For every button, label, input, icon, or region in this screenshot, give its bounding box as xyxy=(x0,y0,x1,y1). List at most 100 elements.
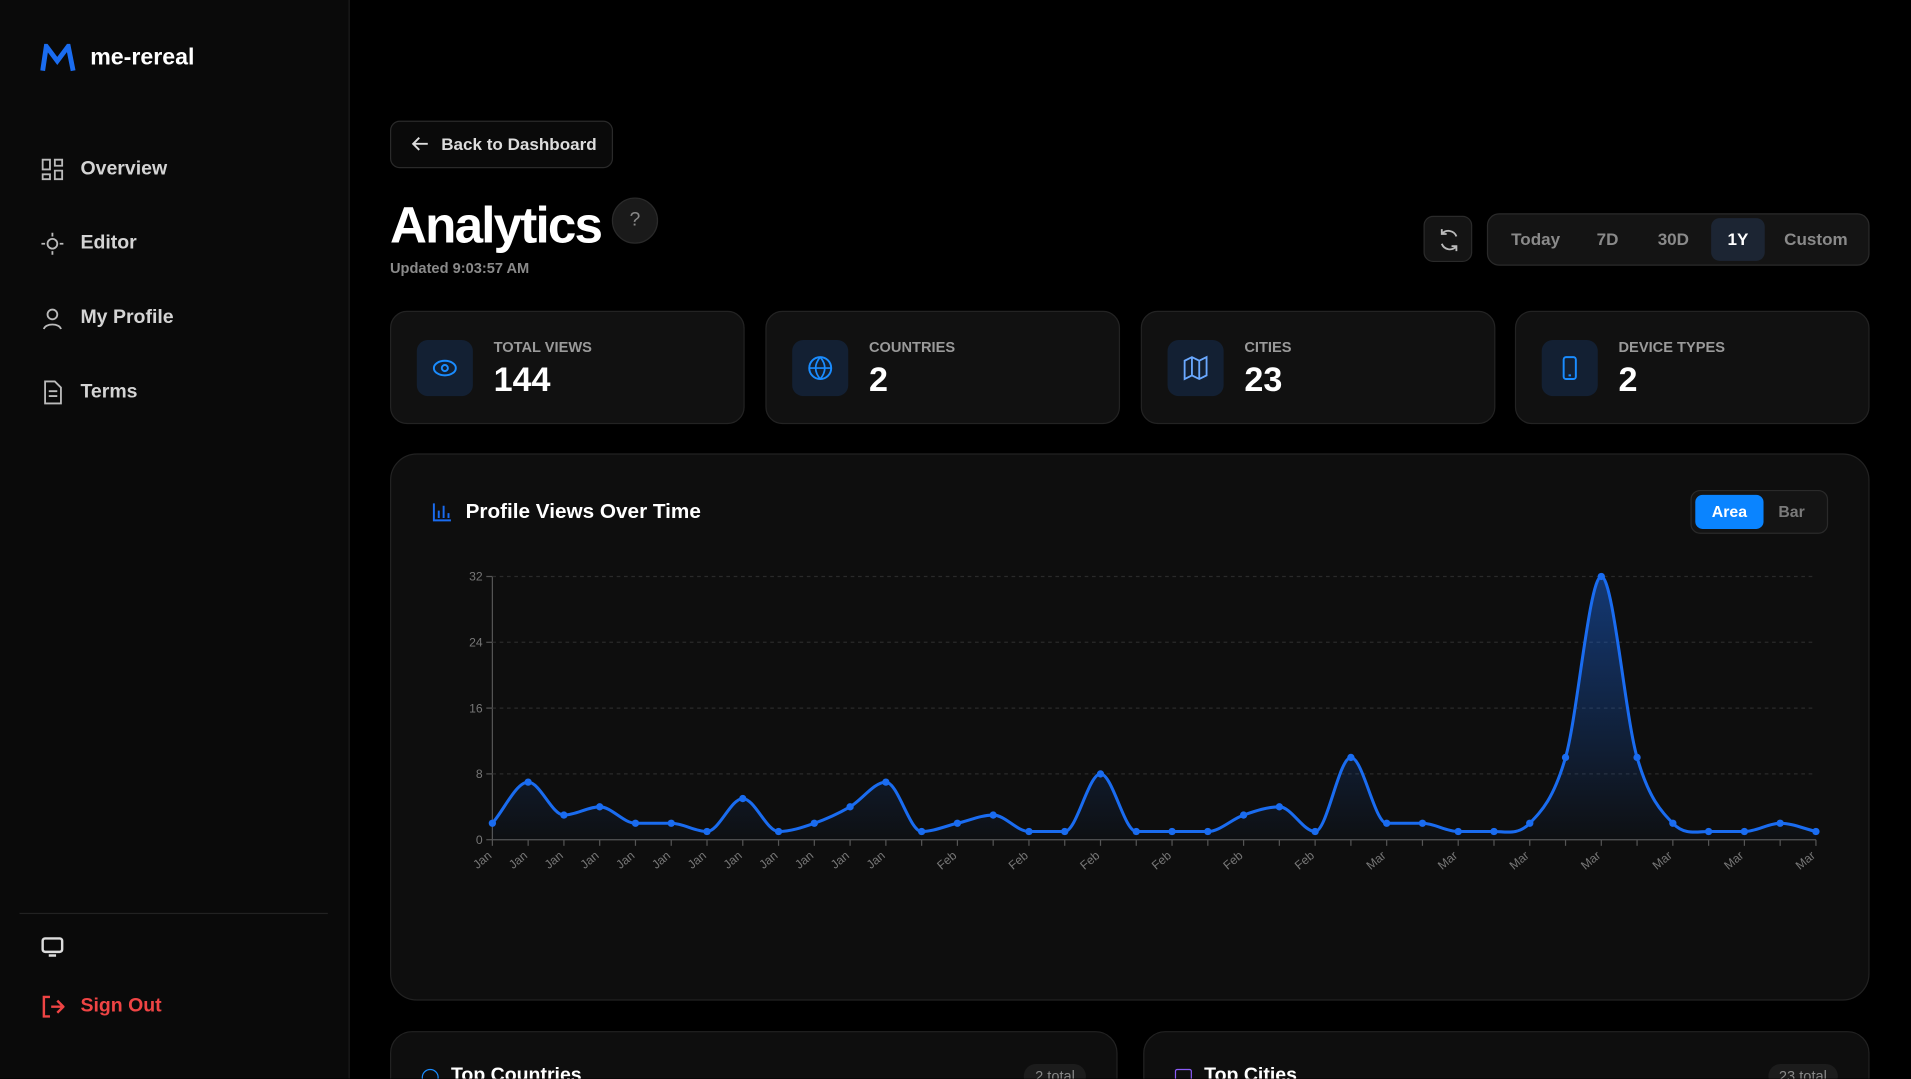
point xyxy=(989,811,997,819)
x-tick-label: Feb xyxy=(1077,848,1102,872)
point xyxy=(1168,827,1176,836)
point xyxy=(667,819,675,827)
x-tick-label: Jan xyxy=(864,848,888,871)
y-tick-label: 24 xyxy=(469,636,483,650)
display-icon[interactable] xyxy=(40,936,64,958)
panel-icon xyxy=(1174,1068,1192,1079)
point xyxy=(1704,827,1713,836)
help-button[interactable]: ? xyxy=(611,197,659,244)
nav-icon xyxy=(42,308,62,330)
nav-item[interactable]: Overview xyxy=(80,158,168,180)
stat-card: DEVICE TYPES 2 xyxy=(1514,310,1870,425)
point xyxy=(1347,753,1355,762)
range-option[interactable]: Today xyxy=(1511,229,1561,249)
point xyxy=(596,803,604,811)
point xyxy=(1418,819,1427,827)
panel-title: Top Countries xyxy=(450,1065,582,1079)
panel-title: Top Cities xyxy=(1204,1065,1297,1079)
stat-value: 2 xyxy=(868,360,888,399)
point xyxy=(1812,827,1820,836)
point xyxy=(488,819,497,827)
point xyxy=(1597,572,1605,581)
brand: me-rereal xyxy=(90,45,195,71)
updated-time: Updated 9:03:57 AM xyxy=(390,259,530,277)
point xyxy=(1490,827,1498,836)
x-tick-label: Mar xyxy=(1793,848,1818,872)
nav-item[interactable]: Terms xyxy=(80,381,138,403)
point xyxy=(1561,753,1570,762)
chart-icon xyxy=(432,503,451,522)
point xyxy=(917,827,926,836)
point xyxy=(1275,803,1284,811)
mode-toggle: Area Bar xyxy=(1690,489,1829,534)
point xyxy=(846,803,854,811)
chart: 0 8 16 24 32 Jan Jan Jan Jan Jan Jan Jan Jan Jan Jan Ja… xyxy=(469,570,1820,873)
y-tick-label: 16 xyxy=(469,701,483,715)
panel-icon xyxy=(421,1068,439,1079)
nav-item[interactable]: My Profile xyxy=(80,307,174,328)
x-tick-label: Jan xyxy=(578,848,602,871)
stat-icon xyxy=(792,340,849,397)
range-option[interactable]: 7D xyxy=(1596,229,1619,249)
point xyxy=(703,827,711,836)
range-selector: Today 7D 30D 1Y Custom xyxy=(1486,213,1870,266)
mode-option[interactable]: Bar xyxy=(1778,502,1805,521)
refresh-button[interactable] xyxy=(1423,215,1473,263)
point xyxy=(1025,827,1033,836)
point xyxy=(1132,827,1140,836)
stat-label: TOTAL VIEWS xyxy=(493,338,592,356)
point xyxy=(1311,827,1319,836)
point xyxy=(739,794,747,803)
y-tick-label: 0 xyxy=(476,833,483,847)
page-title: Analytics xyxy=(390,196,603,254)
nav-item[interactable]: Editor xyxy=(80,232,137,254)
x-tick-label: Feb xyxy=(934,848,959,872)
point xyxy=(1204,827,1212,836)
x-tick-label: Jan xyxy=(792,848,816,871)
point xyxy=(560,811,568,819)
y-tick-label: 8 xyxy=(476,767,483,781)
point xyxy=(1454,827,1462,836)
panel-badge: 23 total xyxy=(1767,1063,1838,1079)
point xyxy=(1633,753,1641,762)
x-tick-label: Jan xyxy=(470,848,494,871)
point xyxy=(1740,827,1749,836)
range-option[interactable]: 30D xyxy=(1657,229,1689,249)
y-tick-label: 32 xyxy=(469,570,483,584)
x-tick-label: Mar xyxy=(1578,848,1603,872)
back-arrow xyxy=(411,137,428,151)
sign-out[interactable]: Sign Out xyxy=(80,995,162,1017)
point xyxy=(1239,811,1248,819)
point xyxy=(953,819,962,827)
stat-value: 2 xyxy=(1618,360,1638,399)
chart-title: Profile Views Over Time xyxy=(465,499,701,523)
point xyxy=(1383,819,1391,827)
x-tick-label: Mar xyxy=(1650,848,1675,872)
point xyxy=(882,778,890,786)
point xyxy=(524,778,532,786)
x-tick-label: Jan xyxy=(542,848,566,871)
divider xyxy=(19,912,328,915)
range-option[interactable]: 1Y xyxy=(1711,218,1765,261)
nav-icon xyxy=(41,232,64,255)
x-tick-label: Mar xyxy=(1507,848,1532,872)
point xyxy=(1669,819,1677,827)
point xyxy=(1526,819,1534,827)
stat-label: DEVICE TYPES xyxy=(1618,338,1725,356)
stat-icon xyxy=(1167,340,1224,397)
mode-option[interactable]: Area xyxy=(1695,494,1764,529)
sidebar: me-rereal Sign Out Overview Editor My Prof… xyxy=(0,0,350,1079)
logo xyxy=(40,43,76,72)
range-option[interactable]: Custom xyxy=(1784,229,1848,249)
panel-badge: 2 total xyxy=(1024,1063,1086,1079)
x-tick-label: Feb xyxy=(1292,848,1317,872)
stat-label: COUNTRIES xyxy=(868,338,956,356)
point xyxy=(631,819,640,827)
x-tick-label: Jan xyxy=(506,848,530,871)
point xyxy=(1096,770,1105,778)
nav-icon xyxy=(44,380,62,405)
panel: Top Cities 23 total xyxy=(1143,1031,1870,1079)
point xyxy=(774,827,783,836)
stat-value: 23 xyxy=(1244,360,1283,399)
